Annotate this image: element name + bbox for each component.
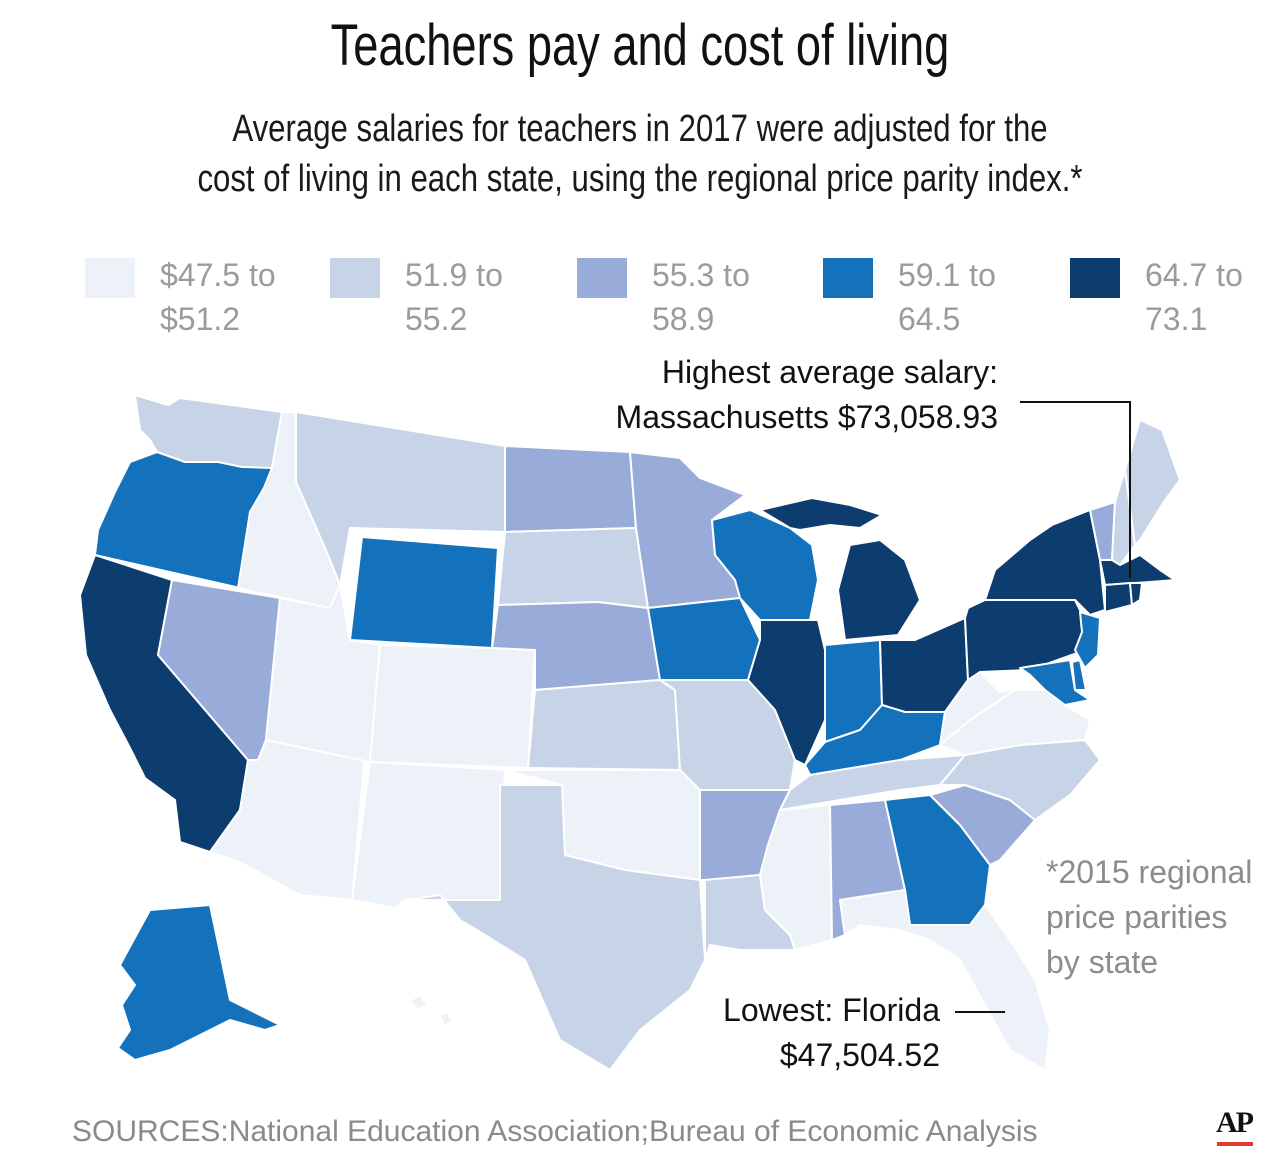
lowest-salary-callout: Lowest: Florida $47,504.52 [723,988,940,1078]
footnote-line-3: by state [1046,944,1159,980]
state-HI [439,1011,453,1026]
source-credit: SOURCES:National Education Association;B… [72,1115,1038,1148]
subtitle-line-2: cost of living in each state, using the … [197,158,1083,200]
state-CT [1104,582,1133,613]
legend-label-line-2: 55.2 [405,301,468,337]
highest-callout-line-1: Highest average salary: [661,354,998,390]
state-AZ [209,739,366,901]
state-ND [504,445,637,533]
state-UT [265,584,381,763]
footnote-line-1: *2015 regional [1046,854,1253,890]
legend-item-bin-1: $47.5 to $51.2 [85,255,315,337]
legend-swatch [823,258,873,298]
legend-label-line-2: 64.5 [898,301,961,337]
state-CO [369,644,536,769]
ap-logo-underline [1217,1142,1253,1146]
state-HI [409,995,429,1011]
state-FL [839,889,1051,1071]
legend-label-line-1: 64.7 to [1145,257,1243,293]
legend-label-line-1: 55.3 to [652,257,750,293]
lowest-callout-line-2: $47,504.52 [779,1037,940,1073]
highest-salary-callout: Highest average salary: Massachusetts $7… [616,350,998,440]
legend-label-line-2: $51.2 [160,301,241,337]
state-AK [117,904,281,1061]
state-IA [647,597,761,681]
state-MI [759,497,883,531]
state-KS [527,679,681,771]
legend-swatch [1070,258,1120,298]
lowest-callout-line-1: Lowest: Florida [723,992,940,1028]
subtitle-line-1: Average salaries for teachers in 2017 we… [232,108,1048,150]
legend-label-line-1: 59.1 to [898,257,996,293]
legend-item-bin-4: 59.1 to 64.5 [823,255,1053,337]
legend-label-line-1: $47.5 to [160,257,276,293]
state-MA [1099,554,1176,586]
state-NM [351,761,506,909]
chart-title: Teachers pay and cost of living [330,13,950,78]
ap-logo: AP [1214,1106,1254,1148]
legend-label-line-2: 58.9 [652,301,715,337]
footnote-line-2: price parities [1046,899,1228,935]
state-NJ [1074,611,1101,669]
highest-leader-line [1020,401,1131,578]
state-TX [404,784,706,1071]
chart-subtitle: Average salaries for teachers in 2017 we… [115,104,1165,204]
legend-label-line-1: 51.9 to [405,257,503,293]
state-RI [1129,582,1143,606]
legend-item-bin-3: 55.3 to 58.9 [577,255,807,337]
legend-swatch [577,258,627,298]
ap-logo-text: AP [1216,1106,1254,1139]
state-SD [497,527,649,609]
legend-swatch [330,258,380,298]
state-WY [349,536,499,649]
legend-swatch [85,258,135,298]
legend-item-bin-5: 64.7 to 73.1 [1070,255,1280,337]
highest-callout-line-2: Massachusetts $73,058.93 [615,399,998,435]
state-ME [1124,419,1181,546]
state-IL [747,619,826,766]
legend-item-bin-2: 51.9 to 55.2 [330,255,560,337]
legend-label-line-2: 73.1 [1145,301,1208,337]
state-MD [1019,659,1091,706]
state-MI [837,539,921,641]
footnote: *2015 regional price parities by state [1046,850,1252,985]
state-NY [984,509,1106,616]
